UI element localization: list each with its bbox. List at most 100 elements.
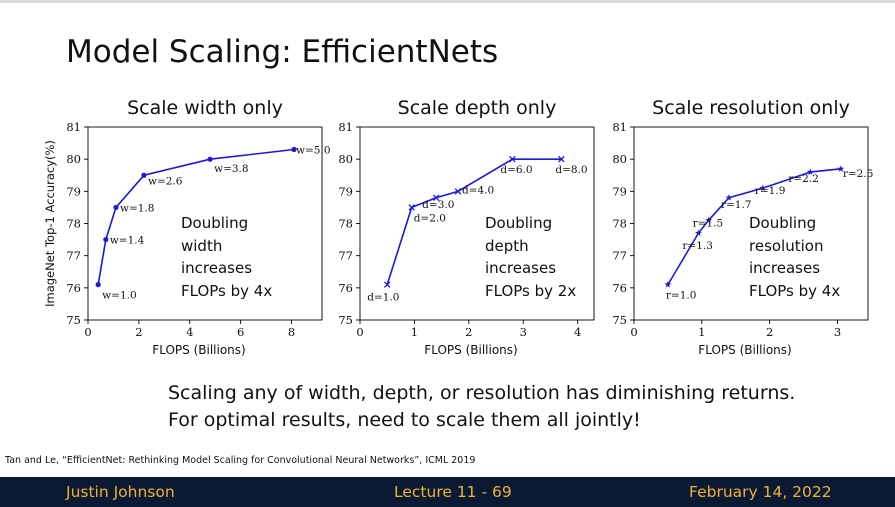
data-point: [837, 165, 845, 172]
data-label: d=2.0: [414, 212, 446, 224]
note-resolution: Doubling resolution increases FLOPs by 4…: [749, 214, 841, 300]
data-label: d=1.0: [367, 292, 399, 304]
footer-bar: Justin Johnson Lecture 11 - 69 February …: [0, 477, 895, 507]
x-tick-label: 0: [630, 325, 637, 339]
summary-line-2: For optimal results, need to scale them …: [168, 409, 641, 431]
data-label: w=2.6: [148, 175, 183, 187]
x-axis-label: FLOPS (Billions): [152, 343, 245, 357]
data-label: w=1.4: [110, 235, 145, 247]
y-tick-label: 81: [612, 120, 627, 134]
data-label: r=2.5: [843, 168, 874, 180]
data-point: [759, 184, 767, 192]
data-point: [383, 281, 391, 288]
chart-title: Scale width only: [127, 97, 283, 119]
y-tick-label: 77: [338, 249, 353, 263]
y-tick-label: 76: [66, 281, 81, 295]
chart-depth-panel: Scale depth only 75 76 77 78 79 80 81 0 1 2 3 4 FLOPS…: [314, 92, 604, 362]
y-tick-label: 79: [66, 184, 81, 198]
data-label: w=5.0: [296, 145, 330, 157]
y-tick-label: 78: [338, 217, 353, 231]
x-tick-label: 3: [834, 325, 841, 339]
footer-author: Justin Johnson: [66, 483, 175, 501]
data-label: w=1.8: [120, 202, 154, 214]
data-label: r=1.9: [755, 185, 786, 197]
top-divider: [0, 0, 895, 3]
data-point: [558, 155, 565, 163]
data-point: [725, 194, 733, 201]
summary-line-1: Scaling any of width, depth, or resoluti…: [168, 382, 796, 404]
data-point: [705, 216, 713, 224]
y-tick-label: 80: [338, 152, 353, 166]
y-tick-label: 81: [66, 120, 81, 134]
chart-depth: Scale depth only 75 76 77 78 79 80 81 0 1 2 3 4 FLOPS…: [338, 97, 595, 357]
chart-width-panel: Scale width only 75 76 77 78 79 80 81 0 2 4 6 8 FLOPS…: [42, 92, 332, 362]
data-point: [291, 146, 297, 153]
chart-width: Scale width only 75 76 77 78 79 80 81 0 2 4 6 8 FLOPS…: [43, 97, 331, 357]
x-tick-label: 1: [411, 325, 418, 339]
x-tick-label: 2: [766, 325, 773, 339]
chart-resolution: Scale resolution only 75 76 77 78 79 80 81 0 1 2 3 F…: [612, 97, 874, 357]
data-point: [113, 204, 119, 211]
data-label: r=1.0: [666, 290, 697, 302]
note-depth: Doubling depth increases FLOPs by 2x: [485, 214, 577, 300]
x-tick-label: 2: [135, 325, 142, 339]
y-tick-label: 81: [338, 120, 353, 134]
x-tick-label: 4: [574, 325, 581, 339]
y-tick-label: 79: [338, 184, 353, 198]
x-tick-label: 1: [698, 325, 705, 339]
y-tick-label: 78: [66, 217, 81, 231]
y-tick-label: 77: [612, 249, 627, 263]
data-label: r=1.7: [721, 199, 752, 211]
x-tick-label: 3: [520, 325, 527, 339]
data-label: d=6.0: [500, 164, 532, 176]
data-label: r=2.2: [788, 173, 819, 185]
y-tick-label: 80: [612, 152, 627, 166]
summary-text: Scaling any of width, depth, or resoluti…: [168, 380, 795, 434]
y-tick-label: 76: [612, 281, 627, 295]
x-tick-label: 8: [288, 325, 295, 339]
data-point: [207, 156, 213, 162]
data-label: w=1.0: [102, 290, 136, 302]
chart-title: Scale resolution only: [652, 97, 850, 119]
data-label: r=1.3: [682, 240, 713, 252]
data-label: d=4.0: [462, 184, 494, 196]
y-tick-label: 78: [612, 217, 627, 231]
data-point: [695, 229, 702, 237]
data-point: [103, 236, 109, 243]
y-tick-label: 75: [338, 313, 353, 327]
x-tick-label: 2: [465, 325, 472, 339]
data-point: [408, 204, 415, 211]
footer-date: February 14, 2022: [689, 483, 832, 501]
data-label: r=1.5: [693, 217, 724, 229]
data-point: [664, 281, 672, 288]
x-tick-label: 0: [356, 325, 363, 339]
x-axis-label: FLOPS (Billions): [424, 343, 517, 357]
y-tick-label: 77: [66, 249, 81, 263]
chart-resolution-panel: Scale resolution only 75 76 77 78 79 80 81 0 1 2 3 F…: [588, 92, 878, 362]
y-tick-label: 76: [338, 281, 353, 295]
data-point: [95, 282, 101, 288]
chart-title: Scale depth only: [398, 97, 557, 119]
x-tick-label: 0: [84, 325, 91, 339]
y-tick-label: 79: [612, 184, 627, 198]
y-axis-label: ImageNet Top-1 Accuracy(%): [43, 140, 57, 307]
data-point: [432, 194, 440, 202]
data-label: d=3.0: [422, 199, 454, 211]
data-label: w=3.8: [214, 163, 248, 175]
data-label: d=8.0: [555, 164, 587, 176]
slide-title: Model Scaling: EfficientNets: [66, 34, 499, 70]
citation: Tan and Le, “EfficientNet: Rethinking Mo…: [5, 455, 476, 466]
data-point: [509, 155, 516, 163]
data-point: [454, 188, 462, 195]
y-tick-label: 80: [66, 152, 81, 166]
x-tick-label: 4: [186, 325, 193, 339]
y-tick-label: 75: [612, 313, 627, 327]
x-axis-label: FLOPS (Billions): [698, 343, 791, 357]
series-line: [386, 158, 562, 285]
note-width: Doubling width increases FLOPs by 4x: [181, 214, 273, 300]
series-line: [97, 148, 295, 285]
data-point: [141, 172, 147, 178]
footer-lecture: Lecture 11 - 69: [394, 483, 512, 501]
x-tick-label: 6: [237, 325, 244, 339]
y-tick-label: 75: [66, 313, 81, 327]
